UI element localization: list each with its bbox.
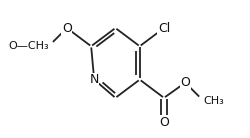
- Text: CH₃: CH₃: [204, 96, 224, 106]
- Text: O—CH₃: O—CH₃: [8, 41, 49, 51]
- Text: Cl: Cl: [158, 22, 170, 34]
- Text: O: O: [180, 76, 190, 89]
- Text: O: O: [159, 116, 169, 129]
- Text: N: N: [90, 73, 99, 86]
- Text: O: O: [62, 22, 72, 34]
